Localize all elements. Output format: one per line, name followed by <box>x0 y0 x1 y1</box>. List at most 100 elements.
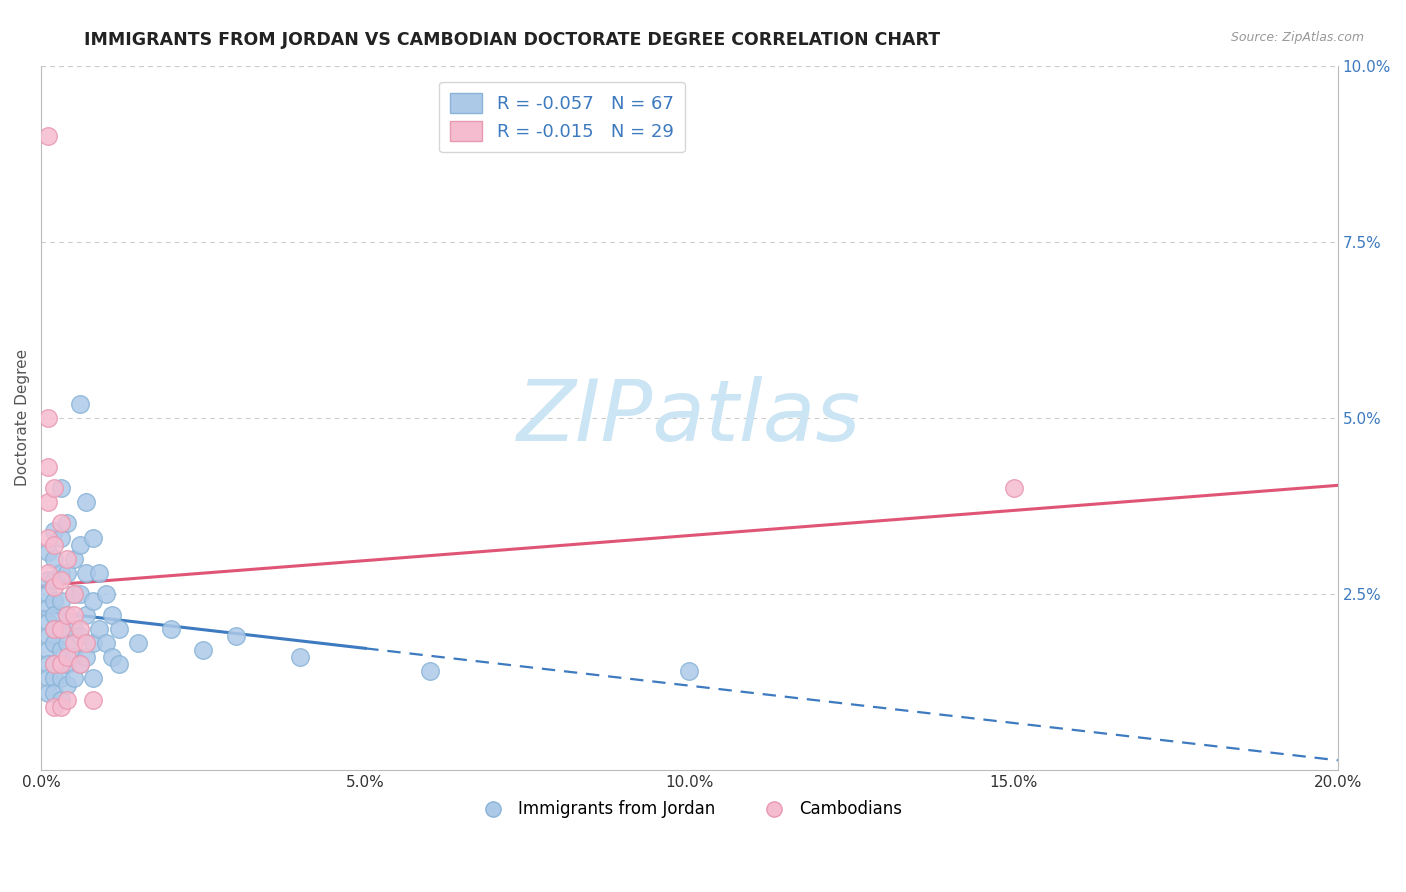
Point <box>37 601 59 615</box>
Point <box>62 587 84 601</box>
Point <box>37 615 59 629</box>
Point <box>49 531 72 545</box>
Point <box>62 587 84 601</box>
Point <box>62 650 84 665</box>
Point <box>69 622 91 636</box>
Point <box>37 643 59 657</box>
Point <box>82 692 104 706</box>
Point <box>76 650 98 665</box>
Point <box>69 657 91 672</box>
Text: IMMIGRANTS FROM JORDAN VS CAMBODIAN DOCTORATE DEGREE CORRELATION CHART: IMMIGRANTS FROM JORDAN VS CAMBODIAN DOCT… <box>84 31 941 49</box>
Point <box>42 607 65 622</box>
Point <box>127 636 149 650</box>
Point <box>62 551 84 566</box>
Point <box>69 397 91 411</box>
Point <box>37 657 59 672</box>
Point <box>1002 481 1025 495</box>
Point <box>49 657 72 672</box>
Point <box>82 672 104 686</box>
Point <box>49 622 72 636</box>
Point <box>56 692 79 706</box>
Point <box>225 629 247 643</box>
Point <box>101 607 124 622</box>
Point <box>62 622 84 636</box>
Point <box>42 580 65 594</box>
Point <box>678 665 700 679</box>
Point <box>69 538 91 552</box>
Point <box>37 460 59 475</box>
Point <box>37 495 59 509</box>
Point <box>62 672 84 686</box>
Point <box>49 566 72 580</box>
Point <box>37 410 59 425</box>
Point <box>42 636 65 650</box>
Point <box>290 650 312 665</box>
Point <box>89 622 111 636</box>
Point <box>49 594 72 608</box>
Point <box>37 629 59 643</box>
Point <box>89 566 111 580</box>
Point <box>94 587 117 601</box>
Point <box>42 538 65 552</box>
Point <box>419 665 441 679</box>
Point <box>56 566 79 580</box>
Y-axis label: Doctorate Degree: Doctorate Degree <box>15 350 30 486</box>
Point <box>56 551 79 566</box>
Point <box>42 672 65 686</box>
Point <box>37 672 59 686</box>
Point <box>69 629 91 643</box>
Point <box>62 636 84 650</box>
Point <box>49 692 72 706</box>
Point <box>42 622 65 636</box>
Point <box>37 129 59 144</box>
Point <box>37 566 59 580</box>
Point <box>62 607 84 622</box>
Point <box>49 622 72 636</box>
Point <box>37 573 59 587</box>
Point <box>49 672 72 686</box>
Point <box>49 516 72 531</box>
Point <box>42 622 65 636</box>
Text: Source: ZipAtlas.com: Source: ZipAtlas.com <box>1230 31 1364 45</box>
Point <box>56 657 79 672</box>
Point <box>76 607 98 622</box>
Point <box>56 607 79 622</box>
Point <box>49 481 72 495</box>
Point <box>49 573 72 587</box>
Point <box>42 657 65 672</box>
Point <box>42 699 65 714</box>
Point <box>108 622 131 636</box>
Point <box>42 594 65 608</box>
Legend: Immigrants from Jordan, Cambodians: Immigrants from Jordan, Cambodians <box>470 794 908 825</box>
Point <box>42 657 65 672</box>
Point <box>42 524 65 538</box>
Point <box>82 636 104 650</box>
Point <box>37 685 59 699</box>
Text: ZIPatlas: ZIPatlas <box>517 376 862 459</box>
Point <box>101 650 124 665</box>
Point <box>42 481 65 495</box>
Point <box>42 551 65 566</box>
Point <box>56 607 79 622</box>
Point <box>193 643 215 657</box>
Point <box>82 594 104 608</box>
Point <box>69 587 91 601</box>
Point <box>82 531 104 545</box>
Point <box>56 516 79 531</box>
Point <box>37 587 59 601</box>
Point <box>159 622 181 636</box>
Point <box>42 573 65 587</box>
Point <box>49 699 72 714</box>
Point <box>69 657 91 672</box>
Point <box>56 636 79 650</box>
Point <box>42 685 65 699</box>
Point <box>76 636 98 650</box>
Point <box>37 544 59 558</box>
Point <box>76 495 98 509</box>
Point <box>94 636 117 650</box>
Point <box>108 657 131 672</box>
Point <box>76 566 98 580</box>
Point <box>37 531 59 545</box>
Point <box>56 678 79 692</box>
Point <box>56 650 79 665</box>
